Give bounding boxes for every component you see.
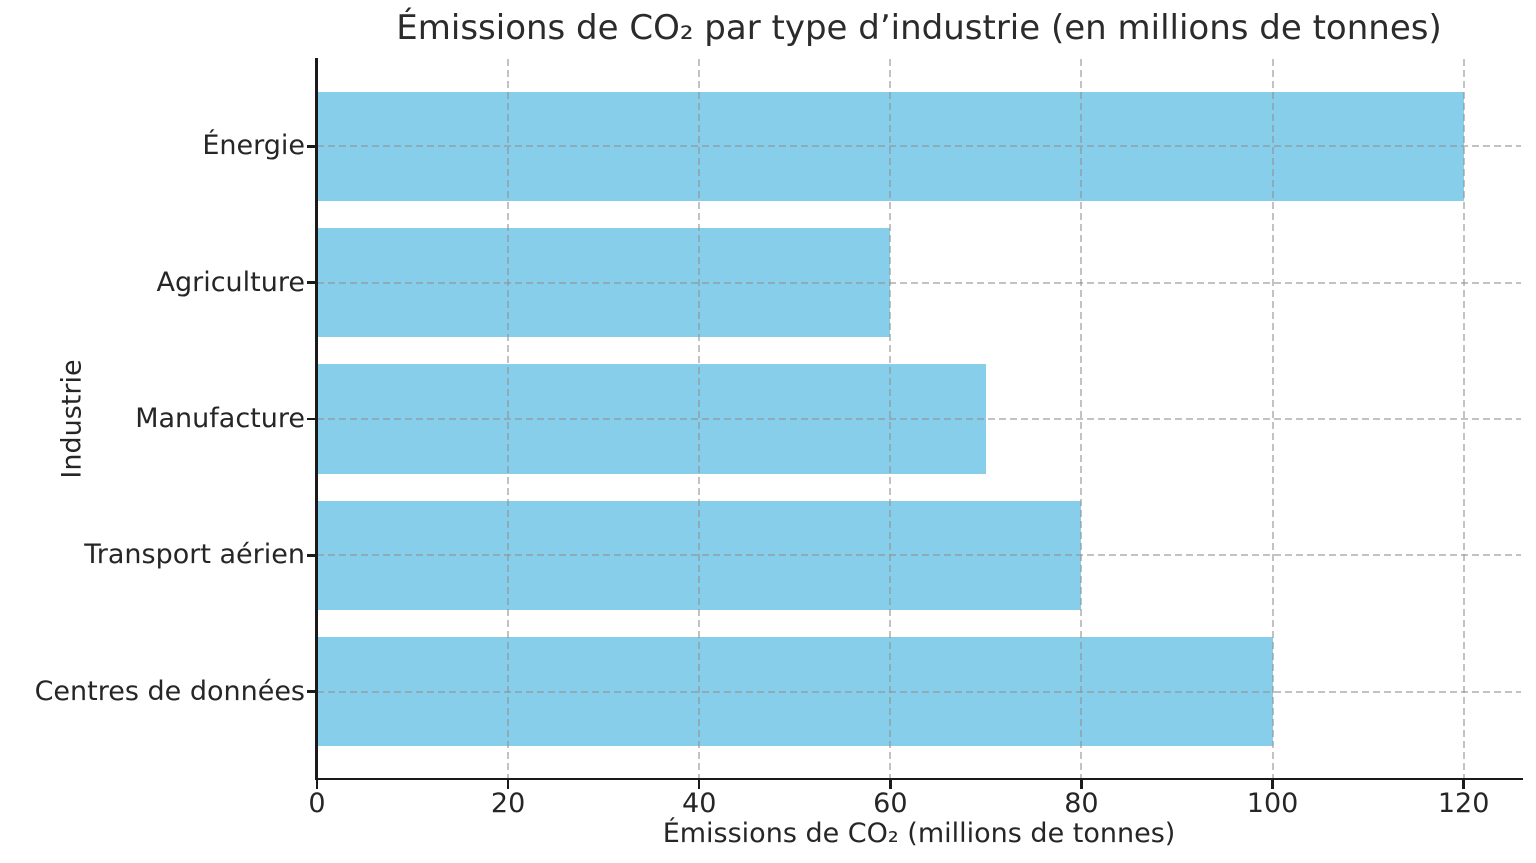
x-tick-label: 80: [1064, 788, 1099, 819]
y-tick-label: Agriculture: [156, 266, 306, 298]
v-gridline: [698, 59, 701, 779]
x-tick-mark: [1271, 780, 1274, 789]
y-tick-mark: [307, 417, 316, 421]
x-tick-mark: [889, 780, 892, 789]
x-axis-title: Émissions de CO₂ (millions de tonnes): [662, 818, 1176, 849]
h-gridline: [317, 690, 1521, 693]
h-gridline: [317, 281, 1521, 284]
x-tick-mark: [1462, 780, 1465, 789]
x-tick-label: 40: [682, 788, 717, 819]
v-gridline: [507, 59, 510, 779]
v-gridline: [1080, 59, 1083, 779]
x-tick-label: 20: [490, 788, 526, 819]
x-tick-label: 100: [1246, 788, 1299, 819]
x-axis-spine: [315, 777, 1523, 780]
v-gridline: [1271, 59, 1274, 779]
chart-title: Émissions de CO₂ par type d’industrie (e…: [396, 8, 1442, 48]
x-tick-mark: [697, 780, 701, 789]
x-tick-label: 0: [308, 788, 326, 819]
y-tick-label: Transport aérien: [84, 539, 305, 571]
y-tick-label: Centres de données: [34, 675, 305, 707]
h-gridline: [317, 418, 1521, 420]
x-tick-label: 120: [1437, 788, 1490, 819]
x-tick-mark: [506, 780, 510, 789]
y-tick-mark: [307, 281, 316, 284]
plot-area: [317, 59, 1521, 779]
y-tick-mark: [307, 554, 316, 557]
v-gridline: [889, 59, 892, 779]
y-axis-spine: [315, 58, 318, 780]
x-tick-mark: [315, 780, 319, 789]
x-tick-label: 60: [873, 788, 908, 819]
h-gridline: [317, 145, 1521, 148]
y-tick-label: Manufacture: [135, 403, 305, 434]
y-tick-label: Énergie: [202, 130, 305, 162]
x-tick-mark: [1080, 780, 1083, 789]
y-tick-mark: [307, 690, 316, 693]
v-gridline: [1462, 59, 1465, 779]
y-tick-mark: [307, 145, 316, 148]
h-gridline: [317, 554, 1521, 557]
grid-layer: [317, 59, 1521, 779]
